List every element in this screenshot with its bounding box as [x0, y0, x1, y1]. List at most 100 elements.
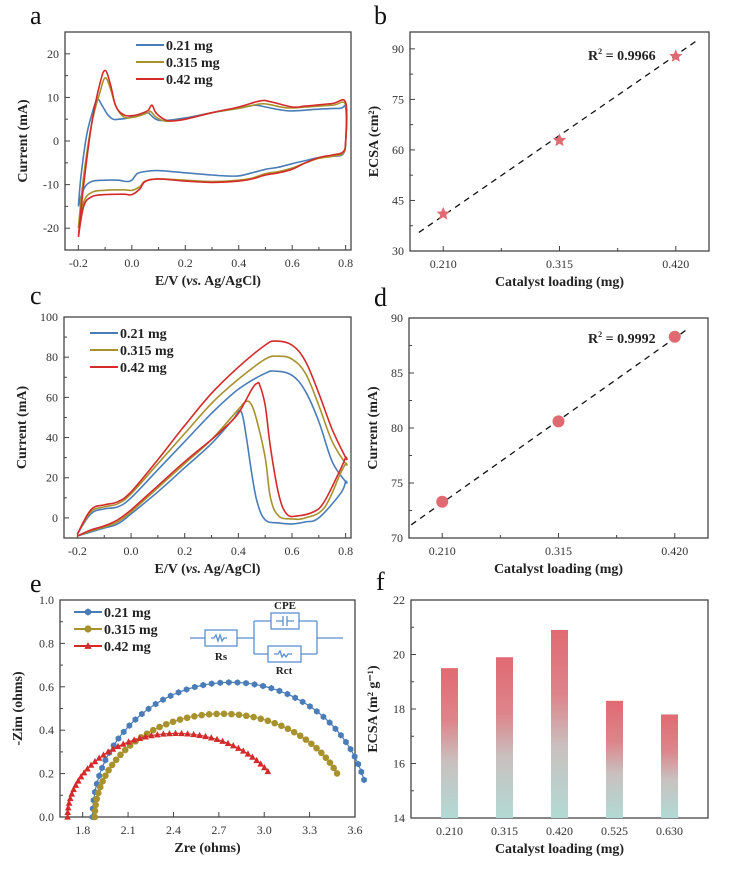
data-point — [145, 705, 152, 713]
resistor-zigzag-icon — [274, 649, 292, 659]
y-tick-label: 0.8 — [39, 636, 54, 650]
y-tick-label: 0.4 — [39, 723, 54, 737]
annotation-part: R — [588, 49, 599, 64]
y-tick-label: 90 — [392, 42, 404, 56]
data-point — [343, 738, 349, 746]
data-point — [175, 689, 182, 696]
bar — [441, 668, 458, 818]
x-tick-label: -0.2 — [68, 544, 87, 558]
y-tick-label: 75 — [391, 476, 403, 490]
data-point — [105, 766, 112, 774]
data-point — [166, 729, 173, 737]
x-tick-label: 2.7 — [211, 823, 226, 837]
data-point — [77, 773, 85, 780]
r-squared-annotation: R2 = 0.9992 — [588, 330, 656, 347]
panel-label: e — [30, 569, 42, 598]
data-point — [191, 712, 198, 720]
data-point — [130, 736, 138, 743]
legend-label: 0.315 mg — [104, 623, 158, 638]
annotation-part: = 0.9992 — [602, 332, 655, 347]
y-tick-label: 18 — [393, 702, 405, 716]
x-axis-label-part: vs. — [186, 562, 201, 577]
data-point — [148, 732, 155, 739]
chart-panel-a: a -20 -10 0 10 20 -0.2 0.0 0.2 0.4 0.6 0.8 E/V (vs. … — [16, 1, 353, 289]
data-point — [136, 734, 144, 741]
data-point — [552, 133, 567, 147]
x-tick-label: 0.210 — [429, 544, 456, 558]
data-point — [74, 777, 82, 784]
data-point — [176, 716, 184, 723]
annotation-superscript: 2 — [598, 47, 602, 56]
data-point — [156, 723, 163, 731]
y-tick-label: 16 — [393, 757, 405, 771]
data-point — [271, 719, 279, 727]
data-point — [87, 761, 95, 768]
data-point — [250, 713, 257, 721]
data-point — [260, 682, 266, 690]
chart-panel-e: e 0.0 0.2 0.4 0.6 0.8 1.0 1.8 2.1 2.4 2.7 3.0 3.3 3.6… — [11, 569, 367, 856]
x-tick-label: 2.1 — [121, 823, 136, 837]
data-point — [68, 790, 76, 797]
data-point — [284, 725, 292, 733]
data-point — [200, 681, 207, 689]
data-point — [243, 712, 250, 720]
series-line-2 — [77, 69, 348, 238]
legend-label: 0.315 mg — [120, 344, 174, 359]
data-point — [264, 767, 272, 775]
data-point — [257, 760, 264, 767]
legend-label: 0.42 mg — [166, 73, 213, 88]
y-tick-label: -10 — [43, 178, 59, 192]
x-tick-label: 1.8 — [75, 823, 90, 837]
data-point — [302, 736, 310, 743]
data-point — [183, 686, 190, 693]
y-tick-label: 40 — [46, 431, 58, 445]
data-point — [284, 690, 291, 698]
chart-panel-f: f 14 16 18 20 22 0.210 0.315 0.420 0.525 0.630 Cata… — [366, 567, 709, 857]
data-point — [299, 698, 306, 706]
data-point — [276, 687, 283, 695]
y-tick-label: 60 — [392, 143, 404, 157]
x-axis-label: Catalyst loading (mg) — [494, 562, 623, 577]
y-tick-label: 45 — [392, 193, 404, 207]
data-point — [72, 781, 80, 788]
data-point — [217, 679, 224, 687]
cpe-box — [270, 612, 300, 630]
panel-label: a — [30, 1, 42, 30]
series-line-2 — [76, 340, 348, 537]
data-point — [120, 728, 127, 736]
x-tick-label: 0.525 — [601, 824, 628, 838]
data-point — [213, 735, 221, 743]
data-point — [235, 744, 242, 751]
plot-frame — [63, 316, 352, 539]
data-point — [322, 754, 330, 761]
y-axis-label: ECSA (m² g⁻¹) — [366, 665, 381, 753]
data-point — [80, 769, 88, 776]
series-line-0 — [91, 681, 365, 818]
series-line-1 — [76, 355, 348, 537]
x-axis-label-part: Ag/AgCl) — [201, 274, 261, 289]
data-point — [318, 749, 325, 757]
panel-label: f — [376, 567, 385, 596]
y-tick-label: 75 — [392, 92, 404, 106]
data-point — [436, 495, 449, 508]
data-point — [208, 734, 215, 741]
y-tick-label: 10 — [47, 90, 59, 104]
x-tick-label: 3.3 — [302, 823, 317, 837]
x-tick-label: 2.4 — [166, 823, 181, 837]
data-point — [669, 49, 683, 62]
data-point — [229, 742, 237, 749]
y-tick-label: 90 — [391, 311, 403, 325]
data-point — [132, 716, 139, 723]
data-point — [117, 751, 124, 759]
bar — [661, 714, 678, 818]
data-point — [205, 711, 213, 718]
data-point — [235, 711, 243, 719]
y-tick-label: 100 — [40, 310, 58, 324]
data-point — [192, 683, 198, 691]
y-axis-label: -Zim (ohms) — [11, 671, 26, 746]
x-axis-label-part: vs. — [186, 274, 201, 289]
x-tick-label: 3.6 — [348, 823, 363, 837]
x-axis-label: E/V (vs. Ag/AgCl) — [155, 562, 261, 577]
data-point — [239, 747, 247, 754]
